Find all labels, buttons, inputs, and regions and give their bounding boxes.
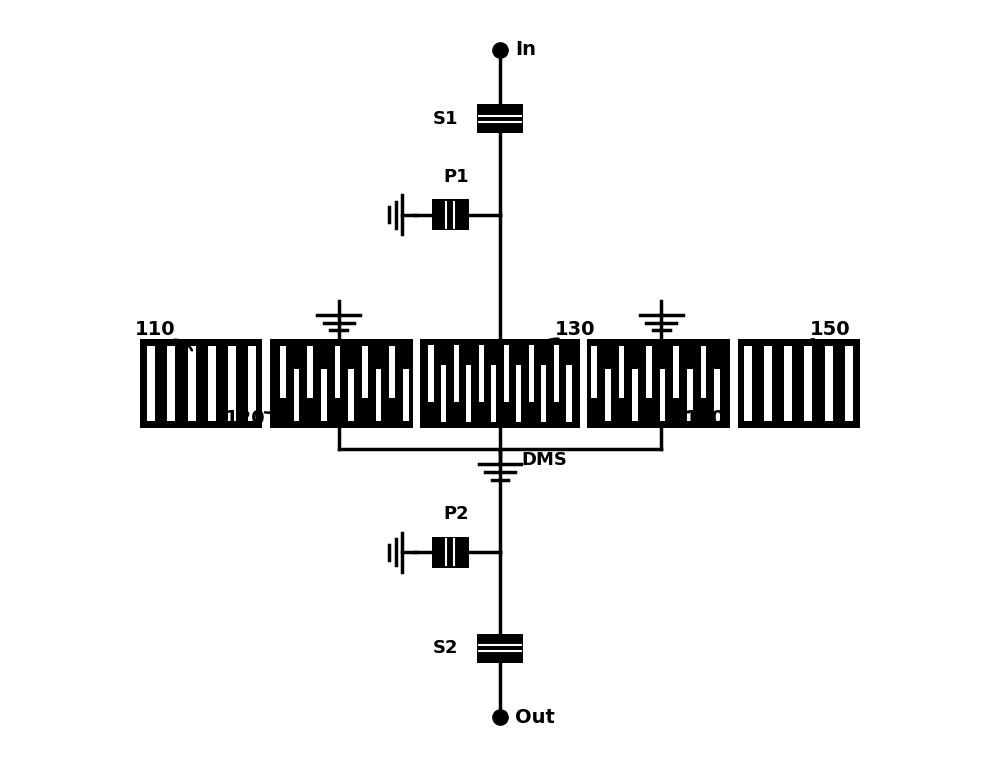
Bar — [258, 339, 270, 428]
Bar — [208, 347, 216, 420]
Bar — [188, 347, 196, 420]
Bar — [389, 347, 395, 397]
Bar — [845, 347, 853, 420]
Bar — [660, 370, 665, 420]
Bar — [248, 347, 256, 420]
Bar — [425, 340, 575, 428]
Bar — [764, 347, 772, 420]
Bar — [491, 365, 496, 423]
Bar — [280, 347, 286, 397]
Bar — [167, 347, 175, 420]
Bar — [362, 347, 368, 397]
Bar — [441, 365, 446, 423]
Bar — [140, 340, 860, 428]
Bar — [428, 344, 434, 402]
Text: DMS: DMS — [521, 451, 567, 469]
Bar — [307, 347, 313, 397]
Bar — [504, 344, 509, 402]
Bar — [714, 370, 720, 420]
Bar — [529, 344, 534, 402]
FancyArrowPatch shape — [175, 340, 192, 351]
Bar — [687, 370, 693, 420]
Bar — [566, 365, 572, 423]
Text: 150: 150 — [809, 321, 850, 339]
Bar — [466, 365, 471, 423]
Bar — [276, 340, 413, 428]
FancyArrowPatch shape — [536, 339, 559, 351]
Bar — [804, 347, 812, 420]
Bar — [744, 347, 752, 420]
Bar — [228, 347, 236, 420]
FancyArrowPatch shape — [666, 401, 689, 413]
Bar — [580, 339, 592, 428]
Bar — [632, 370, 638, 420]
Bar — [454, 344, 459, 402]
Bar — [784, 347, 792, 420]
Text: 120: 120 — [225, 409, 266, 427]
Bar — [348, 370, 354, 420]
Bar — [591, 347, 597, 397]
Bar — [294, 370, 299, 420]
Bar — [432, 537, 469, 568]
Text: P2: P2 — [443, 505, 469, 523]
Bar — [646, 347, 652, 397]
Bar — [403, 370, 409, 420]
Text: P1: P1 — [443, 168, 469, 186]
Text: 130: 130 — [555, 321, 595, 339]
Bar — [673, 347, 679, 397]
Bar — [605, 370, 611, 420]
Bar — [321, 370, 327, 420]
Bar — [619, 347, 624, 397]
Bar — [825, 347, 833, 420]
Bar — [408, 339, 420, 428]
Bar — [335, 347, 340, 397]
Bar — [541, 365, 546, 423]
Bar — [738, 340, 859, 428]
Bar — [701, 347, 706, 397]
Bar — [587, 340, 724, 428]
Text: In: In — [515, 41, 536, 59]
Bar — [376, 370, 381, 420]
Text: S1: S1 — [432, 110, 458, 128]
Text: 140: 140 — [685, 409, 726, 427]
Bar — [554, 344, 559, 402]
Bar — [730, 339, 742, 428]
Bar — [479, 344, 484, 402]
Text: Out: Out — [515, 708, 555, 726]
Text: 110: 110 — [135, 321, 175, 339]
Bar — [141, 340, 262, 428]
Bar — [147, 347, 155, 420]
Text: S2: S2 — [432, 639, 458, 657]
Bar — [477, 634, 523, 663]
FancyArrowPatch shape — [265, 401, 291, 413]
Bar — [477, 104, 523, 133]
Bar — [432, 199, 469, 230]
FancyArrowPatch shape — [799, 339, 814, 351]
Bar — [516, 365, 521, 423]
